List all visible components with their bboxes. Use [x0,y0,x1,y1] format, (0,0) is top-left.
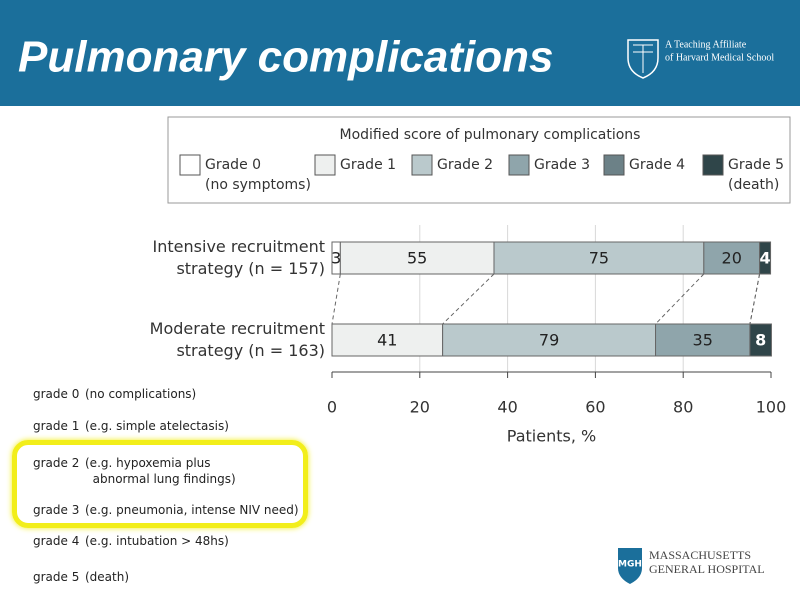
connector [442,273,495,325]
data-label: 75 [589,249,609,268]
legend-sublabel: (death) [728,177,779,193]
bar-segment [493,241,705,275]
legend-label: Grade 3 [534,157,590,173]
shield-detail [633,44,653,73]
header-band [0,0,800,106]
data-label: 79 [539,331,559,350]
harvard-shield [627,39,659,79]
grade-name: grade 3 [33,503,80,517]
legend-label: Grade 2 [437,157,493,173]
legend-title: Modified score of pulmonary complication… [340,127,641,143]
x-tick-label: 20 [410,398,430,417]
hospital-name: GENERAL HOSPITAL [649,562,765,576]
data-label: 41 [377,331,397,350]
legend-swatch [603,154,625,176]
slide-title: Pulmonary complications [18,33,553,82]
x-tick-label: 0 [327,398,337,417]
connector [655,273,705,325]
grade-name: grade 2 [33,456,80,470]
grade-desc: (e.g. simple atelectasis) [85,419,229,433]
x-tick-label: 80 [673,398,693,417]
legend-label: Grade 4 [629,157,685,173]
highlight-box [12,440,308,528]
hospital-name: MASSACHUSETTS [649,548,751,562]
x-tick-label: 100 [756,398,787,417]
data-label: 3 [331,249,341,268]
grade-name: grade 5 [33,570,80,584]
legend-box [167,116,791,204]
bar-segment [703,241,761,275]
legend-swatch [314,154,336,176]
grade-desc: (no complications) [85,387,197,401]
bar-segment [655,323,751,357]
legend-sublabel: (no symptoms) [205,177,311,193]
connector [749,273,761,325]
legend-label: Grade 1 [340,157,396,173]
legend-label: Grade 5 [728,157,784,173]
category-label: Moderate recruitment strategy (n = 163) [149,319,325,360]
grade-desc: (e.g. pneumonia, intense NIV need) [85,503,299,517]
data-label: 4 [760,249,771,268]
legend-swatch [508,154,530,176]
grade-name: grade 4 [33,534,80,548]
bar-segment [442,323,657,357]
mgh-mark: MGH [618,560,642,570]
grade-desc: (e.g. intubation > 48hs) [85,534,229,548]
bar-segment [339,241,495,275]
bar-segment [331,323,444,357]
data-label: 55 [407,249,427,268]
data-label: 20 [722,249,742,268]
legend-swatch [702,154,724,176]
grade-name: grade 0 [33,387,80,401]
bar-segment [749,323,772,357]
affiliate-line: of Harvard Medical School [665,52,774,63]
grade-desc: (e.g. hypoxemia plus abnormal lung findi… [85,456,236,486]
grade-desc: (death) [85,570,130,584]
bar-segment [759,241,772,275]
x-axis-label: Patients, % [507,427,596,446]
legend-label: Grade 0 [205,157,261,173]
data-label: 8 [755,331,766,350]
grade-name: grade 1 [33,419,80,433]
x-tick-label: 60 [585,398,605,417]
category-label: Intensive recruitment strategy (n = 157) [152,237,325,278]
legend-swatch [411,154,433,176]
connector [331,273,341,325]
legend-swatch [179,154,201,176]
affiliate-line: A Teaching Affiliate [665,39,747,50]
data-label: 35 [693,331,713,350]
x-tick-label: 40 [497,398,517,417]
mgh-shield [618,548,642,584]
